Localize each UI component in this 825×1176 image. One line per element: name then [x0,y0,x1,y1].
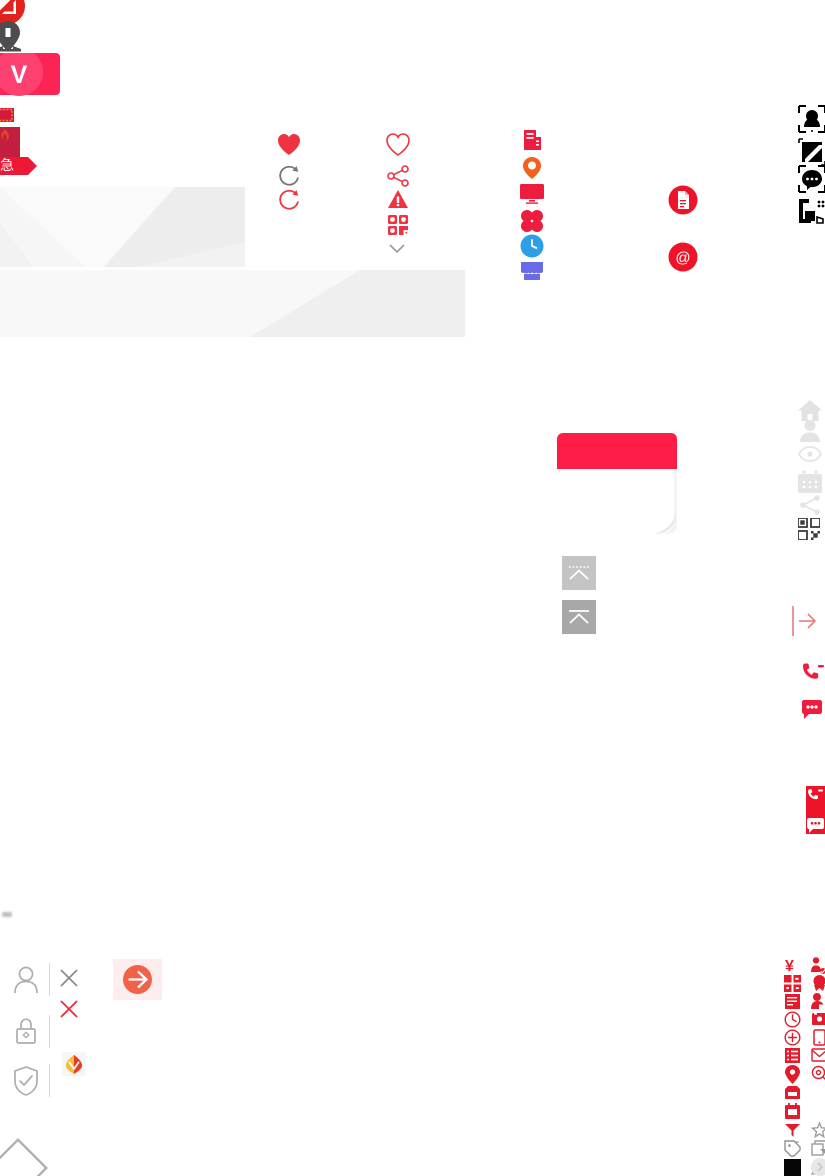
svg-text:¥: ¥ [785,958,794,974]
svg-text:V: V [11,61,28,89]
svg-text:@: @ [675,250,690,267]
svg-text:急: 急 [0,157,14,173]
